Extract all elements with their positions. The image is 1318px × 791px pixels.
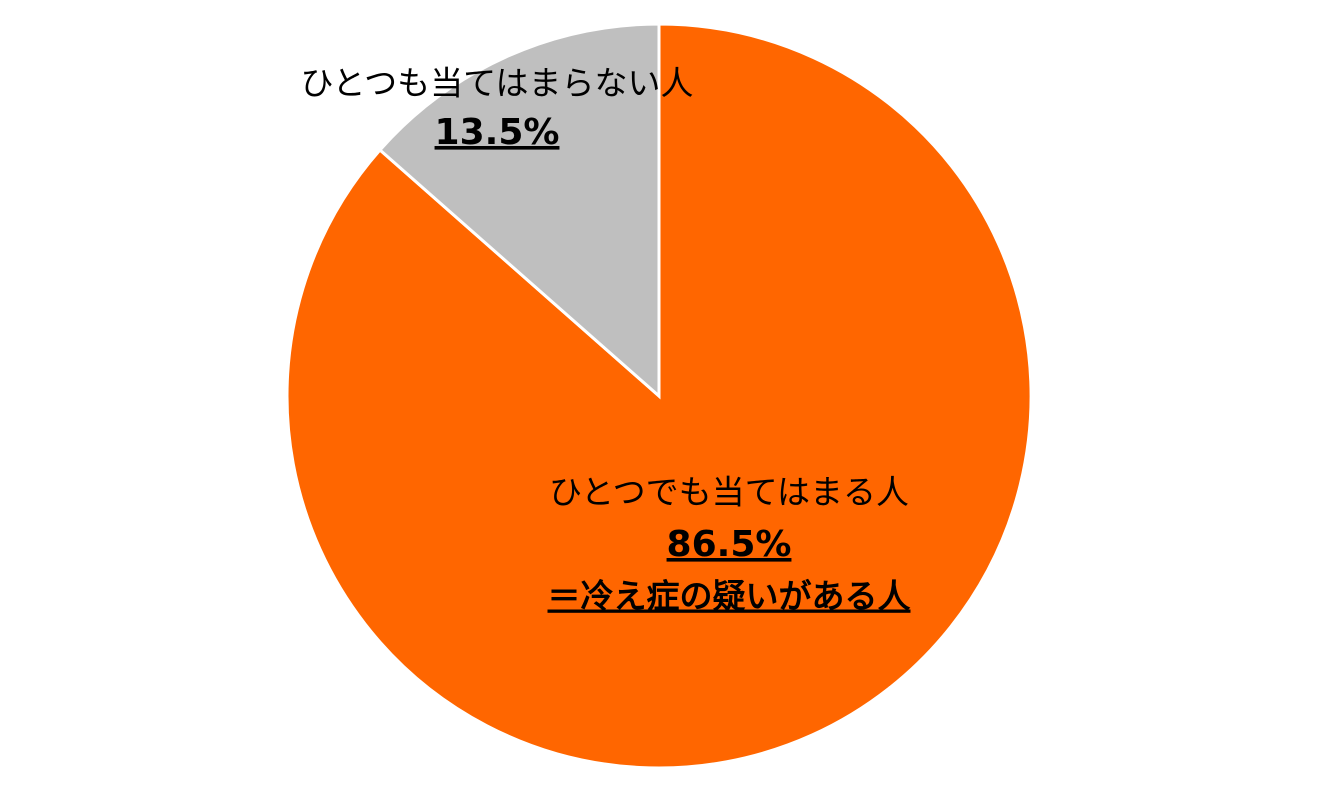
pie-slice: [377, 22, 661, 400]
labels: ひとつも当てはまらない人 13.5% ひとつでも当てはまる人 86.5% ＝冷え…: [300, 64, 910, 616]
slice-value-label: 86.5%: [667, 524, 792, 565]
slice-category: ひとつでも当てはまる人: [549, 473, 909, 512]
slice-category: ひとつも当てはまらない人: [300, 64, 693, 103]
slice-value-label: 13.5%: [435, 112, 560, 153]
pie: [285, 22, 1033, 770]
annotation: ＝冷え症の疑いがある人: [548, 577, 911, 616]
